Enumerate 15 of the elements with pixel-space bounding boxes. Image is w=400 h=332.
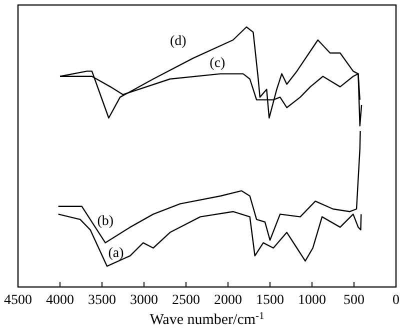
x-tick-label: 4000 xyxy=(46,293,74,308)
x-tick-label: 2000 xyxy=(214,293,242,308)
x-tick-label: 2500 xyxy=(172,293,200,308)
x-tick-label: 1000 xyxy=(298,293,326,308)
x-tick-label: 3000 xyxy=(130,293,158,308)
series-label: (a) xyxy=(108,246,124,262)
x-tick-label: 3500 xyxy=(88,293,116,308)
series-label: (d) xyxy=(170,34,187,50)
series-label: (c) xyxy=(210,56,226,71)
x-tick-label: 4500 xyxy=(4,293,32,308)
x-tick-label: 1500 xyxy=(256,293,284,308)
x-tick-label: 0 xyxy=(392,293,400,308)
series-label: (b) xyxy=(97,214,114,229)
x-tick-label: 500 xyxy=(344,293,364,308)
x-axis-title: Wave number/cm$^{-1}$ xyxy=(150,310,264,328)
